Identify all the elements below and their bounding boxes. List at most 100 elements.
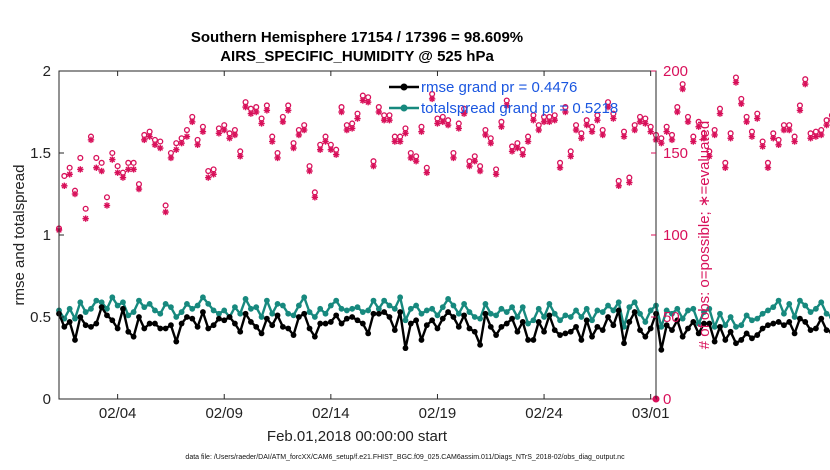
obs-evaluated-point [428, 95, 436, 103]
obs-evaluated-point [487, 139, 494, 147]
obs-evaluated-point [247, 110, 255, 117]
y-tick-label-right-50: 50 [663, 309, 680, 326]
rmse-point [621, 340, 627, 347]
totalspread-point [599, 309, 606, 315]
x-tick-labels: 02/04 02/09 02/14 02/19 02/24 03/01 [99, 405, 670, 422]
rmse-point [631, 309, 638, 315]
rmse-point [93, 320, 100, 327]
totalspread-point [647, 307, 654, 314]
totalspread-point [125, 312, 132, 319]
rmse-point [306, 325, 313, 332]
rmse-point [525, 337, 531, 343]
totalspread-point [743, 312, 750, 319]
chart-title-line1: Southern Hemisphere 17154 / 17396 = 98.6… [191, 29, 523, 46]
y-tick-label-right-150: 150 [663, 145, 688, 162]
totalspread-point [274, 300, 281, 307]
data-file-footer: data file: /Users/raeder/DAI/ATM_forcXX/… [185, 454, 625, 461]
rmse-point [152, 320, 158, 327]
obs-evaluated-point [386, 117, 393, 124]
totalspread-point [327, 302, 334, 309]
rmse-point [749, 335, 755, 342]
obs-evaluated-point [631, 126, 638, 134]
obs-evaluated-point [802, 80, 809, 88]
obs-evaluated-point [775, 141, 782, 148]
rmse-point [434, 325, 441, 332]
obs-evaluated-point [359, 97, 367, 104]
rmse-point [290, 332, 297, 338]
rmse-point [583, 317, 590, 324]
obs-possible-point [812, 128, 819, 135]
totalspread-point [626, 304, 633, 311]
totalspread-point [615, 299, 622, 306]
obs-evaluated-point [290, 144, 297, 152]
obs-evaluated-point [423, 169, 430, 176]
totalspread-point [445, 296, 452, 302]
totalspread-point [429, 305, 436, 312]
totalspread-point [706, 305, 713, 312]
obs-evaluated-point [183, 133, 191, 140]
rmse-point [509, 315, 515, 322]
rmse-point [247, 319, 254, 325]
totalspread-point [279, 302, 286, 309]
rmse-point [173, 338, 180, 345]
obs-evaluated-point [61, 182, 68, 189]
rmse-point [274, 312, 281, 319]
rmse-point [738, 337, 745, 343]
rmse-point [333, 312, 340, 319]
totalspread-point [210, 307, 217, 314]
rmse-point [802, 319, 809, 325]
obs-evaluated-point [300, 126, 308, 134]
rmse-point [381, 309, 388, 315]
rmse-point [343, 315, 350, 322]
obs-possible-point [727, 130, 734, 137]
obs-evaluated-point [199, 128, 207, 135]
obs-evaluated-point [205, 174, 212, 181]
totalspread-point [136, 297, 142, 304]
x-tick-label-0224: 02/24 [525, 405, 563, 422]
obs-evaluated-point [215, 130, 223, 137]
rmse-point [349, 314, 356, 320]
obs-evaluated-point [722, 164, 729, 171]
x-tick-label-0204: 02/04 [99, 405, 137, 422]
rmse-point [295, 314, 302, 320]
totalspread-point [546, 300, 553, 307]
obs-evaluated-point [588, 128, 596, 135]
totalspread-point [242, 296, 249, 302]
rmse-point [594, 323, 601, 330]
rmse-point [546, 312, 553, 319]
totalspread-point [333, 297, 340, 304]
obs-evaluated-point [642, 120, 649, 127]
rmse-point [770, 320, 777, 327]
totalspread-point [173, 314, 180, 320]
obs-evaluated-point [109, 156, 116, 163]
obs-evaluated-point [135, 185, 143, 193]
rmse-point [813, 325, 819, 332]
obs-evaluated-point [370, 162, 377, 170]
legend-spread-label: totalspread grand pr = 0.5218 [421, 100, 618, 117]
obs-evaluated-point [604, 103, 612, 111]
obs-evaluated-point [98, 167, 105, 175]
rmse-point [322, 320, 329, 327]
totalspread-point [72, 315, 78, 322]
x-axis-label: Feb.01,2018 00:00:00 start [267, 428, 448, 445]
rmse-point [450, 314, 457, 320]
obs-evaluated-point [87, 136, 95, 144]
totalspread-point [311, 314, 318, 320]
totalspread-point [770, 304, 777, 311]
obs-evaluated-point [412, 158, 420, 165]
rmse-point [477, 341, 483, 348]
totalspread-point [701, 309, 707, 315]
obs-evaluated-point [322, 138, 329, 145]
obs-evaluated-point [807, 135, 814, 142]
obs-evaluated-point [508, 148, 516, 155]
totalspread-point [466, 309, 473, 315]
rmse-point [487, 323, 494, 330]
obs-evaluated-point [572, 126, 580, 134]
obs-possible-point [764, 159, 771, 166]
totalspread-point [130, 309, 137, 315]
obs-evaluated-point [157, 144, 164, 152]
rmse-point [626, 319, 633, 325]
obs-possible-point [61, 172, 68, 180]
obs-evaluated-point [636, 118, 644, 126]
rmse-point [461, 312, 468, 319]
